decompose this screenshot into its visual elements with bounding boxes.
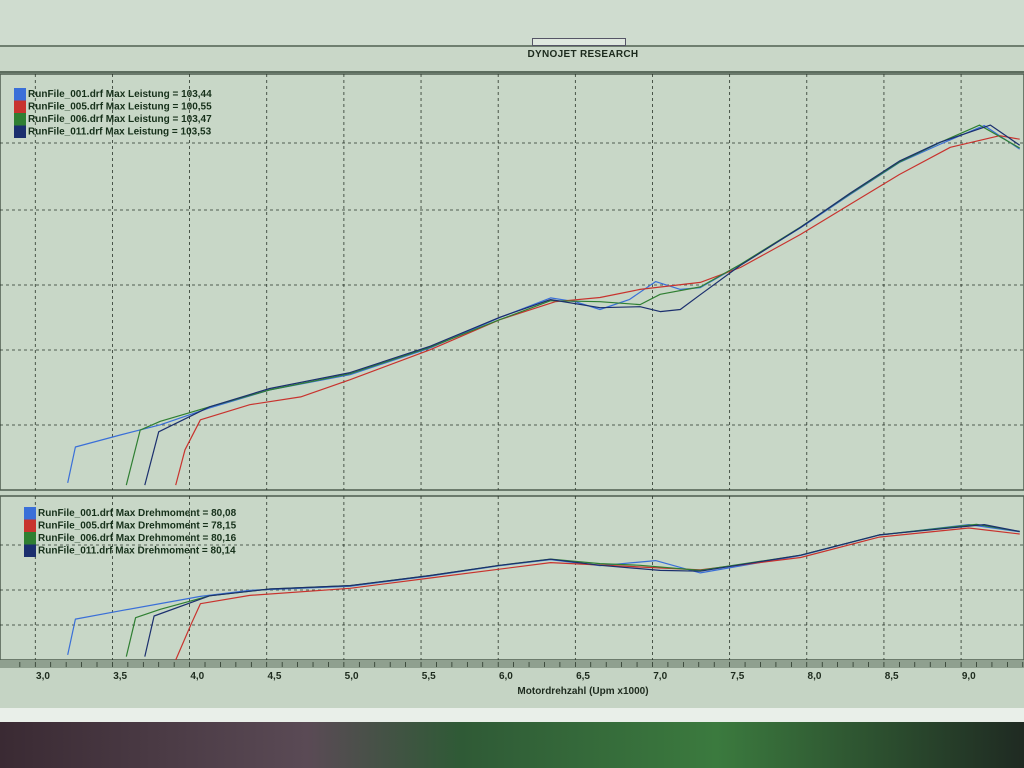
series-line-run_011 [144,524,1020,657]
x-tick-label: 3,5 [113,671,127,682]
desk-background [0,722,1024,768]
series-line-run_005 [175,135,1020,486]
legend-swatch [14,125,26,138]
series-line-run_005 [175,527,1020,661]
x-tick-label: 5,0 [345,671,359,682]
x-tick-label: 7,0 [653,671,667,682]
legend-entry: RunFile_011.drf Max Drehmoment = 80,14 [38,546,236,557]
x-tick-label: 6,0 [499,671,513,682]
x-tick-label: 8,5 [885,671,899,682]
series-line-run_011 [144,124,1021,486]
app-title: DYNOJET RESEARCH [527,49,639,60]
legend-swatch [24,532,36,545]
x-tick-label: 4,5 [267,671,281,682]
plot-area [0,495,1024,661]
legend-swatch [24,507,36,520]
legend-entry: RunFile_001.drf Max Drehmoment = 80,08 [38,508,237,519]
zoom-slider[interactable] [532,38,626,46]
x-tick-label: 9,0 [962,671,976,682]
x-tick-label: 5,5 [422,671,436,682]
x-tick-label: 3,0 [36,671,50,682]
x-tick-label: 8,0 [808,671,822,682]
window-top-strip [0,0,1024,47]
legend-entry: RunFile_005.drf Max Leistung = 100,55 [28,102,212,113]
monitor-bezel [0,708,1024,722]
legend-entry: RunFile_011.drf Max Leistung = 103,53 [28,127,212,138]
x-axis-label: Motordrehzahl (Upm x1000) [517,686,648,697]
chart-header: DYNOJET RESEARCH [0,47,1024,73]
legend-swatch [14,113,26,126]
legend-swatch [24,544,36,557]
power-panel: RunFile_001.drf Max Leistung = 103,44 Run… [0,73,1024,491]
x-tick-label: 4,0 [190,671,204,682]
legend-swatch [14,88,26,101]
legend-entry: RunFile_006.drf Max Drehmoment = 80,16 [38,533,237,544]
x-axis-bar [0,660,1024,668]
torque-panel: RunFile_001.drf Max Drehmoment = 80,08 Ru… [0,495,1024,661]
legend-entry: RunFile_005.drf Max Drehmoment = 78,15 [38,521,237,532]
x-tick-label: 6,5 [576,671,590,682]
x-axis: 3,0 3,5 4,0 4,5 5,0 5,5 6,0 6,5 7,0 7,5 8,0 8,5 9,0 M… [0,660,1024,697]
legend-swatch [24,519,36,532]
legend-entry: RunFile_001.drf Max Leistung = 103,44 [28,89,212,100]
legend-entry: RunFile_006.drf Max Leistung = 103,47 [28,114,212,125]
legend-swatch [14,100,26,113]
x-tick-label: 7,5 [730,671,744,682]
